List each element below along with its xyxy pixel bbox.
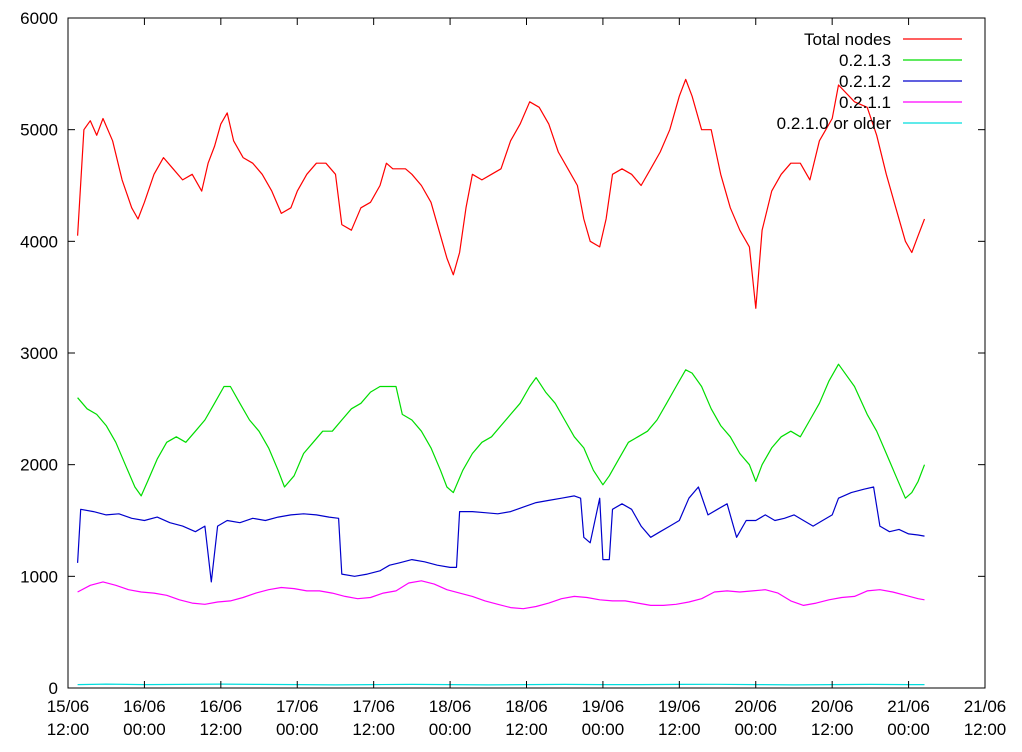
series-layer [77,78,926,686]
x-tick-label-date: 20/06 [734,697,777,716]
x-tick-label-time: 00:00 [887,720,930,739]
y-tick-label: 0 [49,679,58,698]
x-tick-label-date: 18/06 [429,697,472,716]
series-line-0-2-1-2 [77,486,925,583]
x-tick-label-date: 16/06 [123,697,166,716]
x-tick-label-time: 00:00 [276,720,319,739]
x-tick-label-time: 12:00 [811,720,854,739]
series-line-0-2-1-3 [77,363,926,499]
x-tick-label-time: 12:00 [964,720,1007,739]
legend-label: 0.2.1.1 [839,93,891,112]
x-tick-label-time: 00:00 [582,720,625,739]
x-tick-label-date: 17/06 [276,697,319,716]
series-line-total-nodes [77,78,926,309]
series-line-0-2-1-0-or-older [77,683,925,686]
legend-label: 0.2.1.2 [839,72,891,91]
y-tick-label: 6000 [20,9,58,28]
x-tick-label-time: 12:00 [200,720,243,739]
y-axis: 0 1000 2000 3000 4000 5000 6000 [20,9,985,698]
y-tick-label: 3000 [20,344,58,363]
x-tick-label-date: 15/06 [47,697,90,716]
legend-label: 0.2.1.3 [839,51,891,70]
x-tick-label-date: 20/06 [811,697,854,716]
x-tick-label-time: 00:00 [429,720,472,739]
y-tick-label: 4000 [20,232,58,251]
legend-label: 0.2.1.0 or older [777,114,892,133]
y-tick-label: 2000 [20,456,58,475]
x-tick-label-time: 00:00 [734,720,777,739]
x-tick-label-date: 18/06 [505,697,548,716]
x-tick-label-date: 19/06 [658,697,701,716]
legend-label: Total nodes [804,30,891,49]
x-tick-label-date: 17/06 [352,697,395,716]
x-tick-label-date: 16/06 [200,697,243,716]
x-tick-label-date: 19/06 [582,697,625,716]
x-tick-label-date: 21/06 [887,697,930,716]
x-tick-label-time: 12:00 [352,720,395,739]
x-tick-label-time: 00:00 [123,720,166,739]
y-tick-label: 1000 [20,567,58,586]
x-tick-label-date: 21/06 [964,697,1007,716]
y-tick-label: 5000 [20,121,58,140]
x-axis: 15/06 12:00 16/06 00:00 16/06 12:00 17/06 00:00… [47,18,1007,739]
x-tick-label-time: 12:00 [505,720,548,739]
legend: Total nodes 0.2.1.3 0.2.1.2 0.2.1.1 0.2.1.0 … [777,30,962,133]
x-tick-label-time: 12:00 [658,720,701,739]
series-line-0-2-1-1 [77,580,925,610]
x-tick-label-time: 12:00 [47,720,90,739]
